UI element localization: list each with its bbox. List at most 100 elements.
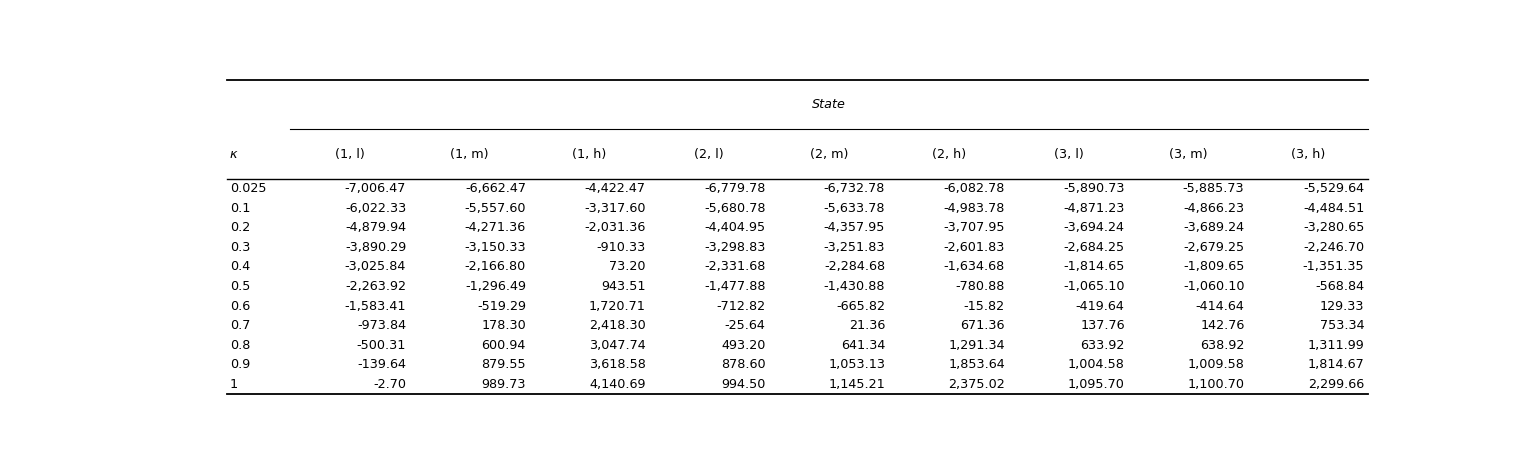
- Text: -3,150.33: -3,150.33: [464, 241, 526, 254]
- Text: -15.82: -15.82: [964, 300, 1006, 313]
- Text: 1,311.99: 1,311.99: [1308, 339, 1364, 352]
- Text: State: State: [812, 98, 846, 111]
- Text: 0.2: 0.2: [230, 221, 250, 234]
- Text: -3,694.24: -3,694.24: [1064, 221, 1125, 234]
- Text: -973.84: -973.84: [357, 319, 406, 332]
- Text: 600.94: 600.94: [481, 339, 526, 352]
- Text: -2,246.70: -2,246.70: [1303, 241, 1364, 254]
- Text: -4,422.47: -4,422.47: [584, 182, 645, 195]
- Text: -4,871.23: -4,871.23: [1064, 202, 1125, 215]
- Text: -419.64: -419.64: [1076, 300, 1125, 313]
- Text: 0.8: 0.8: [230, 339, 250, 352]
- Text: 73.20: 73.20: [609, 260, 645, 274]
- Text: 638.92: 638.92: [1200, 339, 1245, 352]
- Text: -4,404.95: -4,404.95: [704, 221, 765, 234]
- Text: 3,618.58: 3,618.58: [589, 358, 645, 371]
- Text: -4,866.23: -4,866.23: [1183, 202, 1245, 215]
- Text: 2,418.30: 2,418.30: [589, 319, 645, 332]
- Text: -519.29: -519.29: [477, 300, 526, 313]
- Text: 1,720.71: 1,720.71: [589, 300, 645, 313]
- Text: 1,095.70: 1,095.70: [1069, 378, 1125, 391]
- Text: 0.9: 0.9: [230, 358, 250, 371]
- Text: -2,031.36: -2,031.36: [584, 221, 645, 234]
- Text: 879.55: 879.55: [481, 358, 526, 371]
- Text: -6,022.33: -6,022.33: [345, 202, 406, 215]
- Text: (2, h): (2, h): [932, 147, 966, 161]
- Text: 178.30: 178.30: [481, 319, 526, 332]
- Text: (2, l): (2, l): [694, 147, 724, 161]
- Text: -2,263.92: -2,263.92: [345, 280, 406, 293]
- Text: -3,280.65: -3,280.65: [1303, 221, 1364, 234]
- Text: -5,885.73: -5,885.73: [1183, 182, 1245, 195]
- Text: -1,814.65: -1,814.65: [1064, 260, 1125, 274]
- Text: -4,879.94: -4,879.94: [345, 221, 406, 234]
- Text: 0.4: 0.4: [230, 260, 250, 274]
- Text: -3,025.84: -3,025.84: [345, 260, 406, 274]
- Text: -5,890.73: -5,890.73: [1064, 182, 1125, 195]
- Text: -5,529.64: -5,529.64: [1303, 182, 1364, 195]
- Text: -3,317.60: -3,317.60: [584, 202, 645, 215]
- Text: 994.50: 994.50: [721, 378, 765, 391]
- Text: (2, m): (2, m): [809, 147, 848, 161]
- Text: 633.92: 633.92: [1081, 339, 1125, 352]
- Text: 0.7: 0.7: [230, 319, 250, 332]
- Text: 943.51: 943.51: [601, 280, 645, 293]
- Text: -500.31: -500.31: [357, 339, 406, 352]
- Text: -7,006.47: -7,006.47: [345, 182, 406, 195]
- Text: 2,299.66: 2,299.66: [1308, 378, 1364, 391]
- Text: -780.88: -780.88: [955, 280, 1006, 293]
- Text: -2,331.68: -2,331.68: [704, 260, 765, 274]
- Text: 4,140.69: 4,140.69: [589, 378, 645, 391]
- Text: 2,375.02: 2,375.02: [949, 378, 1006, 391]
- Text: κ: κ: [230, 147, 238, 161]
- Text: -2,684.25: -2,684.25: [1064, 241, 1125, 254]
- Text: -25.64: -25.64: [725, 319, 765, 332]
- Text: 0.3: 0.3: [230, 241, 250, 254]
- Text: -4,484.51: -4,484.51: [1303, 202, 1364, 215]
- Text: 0.1: 0.1: [230, 202, 250, 215]
- Text: 753.34: 753.34: [1320, 319, 1364, 332]
- Text: -6,779.78: -6,779.78: [704, 182, 765, 195]
- Text: -2,284.68: -2,284.68: [825, 260, 885, 274]
- Text: -1,060.10: -1,060.10: [1183, 280, 1245, 293]
- Text: -6,662.47: -6,662.47: [464, 182, 526, 195]
- Text: -568.84: -568.84: [1315, 280, 1364, 293]
- Text: -5,680.78: -5,680.78: [704, 202, 765, 215]
- Text: 3,047.74: 3,047.74: [589, 339, 645, 352]
- Text: -3,890.29: -3,890.29: [345, 241, 406, 254]
- Text: 1: 1: [230, 378, 238, 391]
- Text: 641.34: 641.34: [840, 339, 885, 352]
- Text: -3,689.24: -3,689.24: [1183, 221, 1245, 234]
- Text: 989.73: 989.73: [481, 378, 526, 391]
- Text: -4,357.95: -4,357.95: [823, 221, 885, 234]
- Text: -1,809.65: -1,809.65: [1183, 260, 1245, 274]
- Text: (1, m): (1, m): [451, 147, 489, 161]
- Text: -1,477.88: -1,477.88: [704, 280, 765, 293]
- Text: -1,430.88: -1,430.88: [823, 280, 885, 293]
- Text: (3, m): (3, m): [1170, 147, 1208, 161]
- Text: (3, h): (3, h): [1291, 147, 1325, 161]
- Text: (1, l): (1, l): [336, 147, 365, 161]
- Text: -414.64: -414.64: [1196, 300, 1245, 313]
- Text: 1,004.58: 1,004.58: [1069, 358, 1125, 371]
- Text: -6,732.78: -6,732.78: [823, 182, 885, 195]
- Text: 21.36: 21.36: [849, 319, 885, 332]
- Text: -1,351.35: -1,351.35: [1303, 260, 1364, 274]
- Text: (3, l): (3, l): [1053, 147, 1084, 161]
- Text: -1,065.10: -1,065.10: [1064, 280, 1125, 293]
- Text: -4,271.36: -4,271.36: [464, 221, 526, 234]
- Text: -2.70: -2.70: [373, 378, 406, 391]
- Text: 0.5: 0.5: [230, 280, 250, 293]
- Text: -139.64: -139.64: [357, 358, 406, 371]
- Text: -4,983.78: -4,983.78: [944, 202, 1006, 215]
- Text: 1,814.67: 1,814.67: [1308, 358, 1364, 371]
- Text: -1,583.41: -1,583.41: [345, 300, 406, 313]
- Text: -712.82: -712.82: [716, 300, 765, 313]
- Text: 1,291.34: 1,291.34: [949, 339, 1006, 352]
- Text: -3,707.95: -3,707.95: [943, 221, 1006, 234]
- Text: 137.76: 137.76: [1081, 319, 1125, 332]
- Text: 142.76: 142.76: [1200, 319, 1245, 332]
- Text: -5,633.78: -5,633.78: [823, 202, 885, 215]
- Text: -910.33: -910.33: [596, 241, 645, 254]
- Text: 1,145.21: 1,145.21: [828, 378, 885, 391]
